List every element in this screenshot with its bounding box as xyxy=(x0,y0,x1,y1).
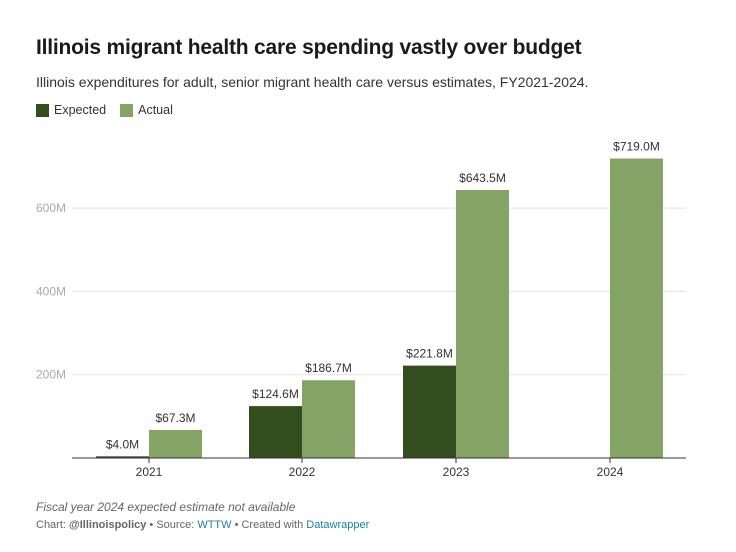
credit-line: Chart: @Illinoispolicy • Source: WTTW • … xyxy=(36,519,369,531)
data-label-actual-2021: $67.3M xyxy=(155,411,195,425)
bar-actual-2022 xyxy=(302,380,355,458)
bar-actual-2024 xyxy=(610,158,663,458)
bar-expected-2023 xyxy=(403,365,456,458)
y-tick-label: 200M xyxy=(36,368,66,382)
data-label-expected-2021: $4.0M xyxy=(106,437,139,451)
datawrapper-link[interactable]: Datawrapper xyxy=(306,519,370,531)
x-tick-label-2023: 2023 xyxy=(443,465,470,479)
data-label-actual-2022: $186.7M xyxy=(305,361,352,375)
bar-expected-2022 xyxy=(249,406,302,458)
data-label-expected-2023: $221.8M xyxy=(406,347,453,361)
x-tick-label-2024: 2024 xyxy=(597,465,624,479)
bar-actual-2023 xyxy=(456,189,509,459)
credit-prefix: Chart: xyxy=(36,519,70,531)
legend-label-expected: Expected xyxy=(54,103,107,117)
credit-author: @Illinoispolicy xyxy=(69,519,147,531)
legend-swatch-actual xyxy=(120,103,134,117)
legend: Expected Actual xyxy=(36,103,187,117)
footnote: Fiscal year 2024 expected estimate not a… xyxy=(36,500,296,514)
x-tick-label-2022: 2022 xyxy=(289,465,316,479)
legend-swatch-expected xyxy=(36,103,49,117)
y-tick-label: 600M xyxy=(36,201,66,215)
data-label-actual-2024: $719.0M xyxy=(613,140,660,154)
credit-source-prefix: • Source: xyxy=(146,519,198,531)
y-tick-label: 400M xyxy=(36,284,66,298)
legend-item-actual: Actual xyxy=(120,103,173,117)
data-label-actual-2023: $643.5M xyxy=(459,171,506,185)
credit-created-prefix: • Created with xyxy=(231,519,307,531)
x-tick-label-2021: 2021 xyxy=(136,465,163,479)
source-link[interactable]: WTTW xyxy=(197,519,232,531)
data-label-expected-2022: $124.6M xyxy=(252,387,299,401)
chart-title: Illinois migrant health care spending va… xyxy=(36,36,582,59)
bar-actual-2021 xyxy=(149,429,202,458)
legend-item-expected: Expected xyxy=(36,103,106,117)
chart-subtitle: Illinois expenditures for adult, senior … xyxy=(36,74,589,90)
legend-label-actual: Actual xyxy=(138,103,173,117)
bar-expected-2021 xyxy=(96,456,149,458)
